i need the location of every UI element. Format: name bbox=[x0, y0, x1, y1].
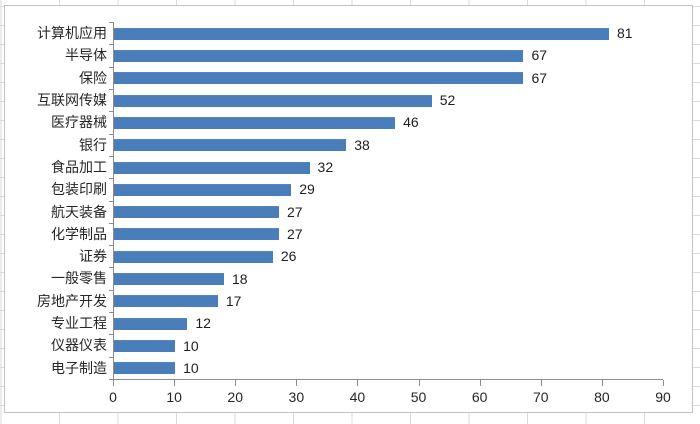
bar-value-label: 38 bbox=[354, 136, 370, 153]
category-axis-tick bbox=[109, 245, 114, 246]
category-label: 电子制造 bbox=[51, 359, 107, 376]
category-label: 计算机应用 bbox=[37, 25, 107, 41]
bar-value-label: 10 bbox=[183, 337, 199, 354]
category-label: 航天装备 bbox=[51, 203, 107, 220]
category-label: 医疗器械 bbox=[51, 114, 107, 131]
category-axis-tick bbox=[109, 22, 114, 23]
bar bbox=[114, 139, 347, 152]
value-axis-tick-label: 10 bbox=[166, 389, 182, 405]
bar-value-label: 27 bbox=[287, 225, 303, 242]
value-axis-tick-label: 90 bbox=[655, 389, 671, 405]
value-axis-tick-label: 60 bbox=[471, 389, 488, 405]
bar-value-label: 12 bbox=[195, 315, 211, 332]
category-label: 一般零售 bbox=[51, 270, 107, 287]
bar bbox=[114, 206, 279, 219]
value-axis-tick bbox=[235, 380, 237, 386]
category-label: 化学制品 bbox=[51, 225, 107, 242]
bar bbox=[114, 295, 218, 308]
category-axis-tick bbox=[109, 267, 114, 268]
value-axis-tick bbox=[357, 380, 359, 386]
value-axis-tick-label: 70 bbox=[532, 389, 549, 405]
value-axis-tick bbox=[479, 380, 481, 386]
value-axis-tick bbox=[663, 380, 664, 386]
category-label: 保险 bbox=[79, 69, 107, 86]
bar-value-label: 67 bbox=[531, 69, 548, 86]
category-axis-tick bbox=[109, 156, 114, 157]
category-label: 证券 bbox=[79, 248, 107, 265]
value-axis-tick bbox=[601, 380, 603, 386]
category-axis-tick bbox=[109, 357, 114, 358]
bar-value-label: 52 bbox=[439, 92, 456, 109]
bar-value-label: 32 bbox=[317, 159, 334, 176]
bar bbox=[114, 273, 224, 286]
category-axis-tick bbox=[109, 312, 114, 313]
category-axis-tick bbox=[109, 44, 114, 45]
bar bbox=[114, 183, 292, 196]
category-axis-tick bbox=[109, 111, 114, 112]
bar-value-label: 26 bbox=[280, 248, 297, 265]
value-axis-tick-label: 30 bbox=[288, 389, 305, 405]
bar-value-label: 27 bbox=[287, 203, 303, 220]
category-axis-tick bbox=[109, 178, 114, 179]
category-label: 仪器仪表 bbox=[51, 337, 107, 354]
bar bbox=[114, 161, 310, 174]
bar-value-label: 67 bbox=[531, 47, 548, 64]
category-label: 半导体 bbox=[65, 47, 107, 64]
value-axis-tick bbox=[174, 380, 176, 386]
bar-value-label: 46 bbox=[403, 114, 419, 131]
category-label: 专业工程 bbox=[51, 315, 107, 332]
bar-value-label: 18 bbox=[232, 270, 248, 287]
bar-value-label: 81 bbox=[617, 25, 633, 42]
value-axis-tick-label: 20 bbox=[227, 389, 244, 405]
value-axis-tick-label: 0 bbox=[109, 389, 117, 405]
value-axis-tick bbox=[296, 380, 298, 386]
bar bbox=[114, 250, 273, 263]
value-axis-tick bbox=[113, 380, 114, 386]
bar bbox=[114, 49, 524, 62]
bar bbox=[114, 72, 524, 85]
category-label: 银行 bbox=[79, 136, 107, 153]
bar bbox=[114, 27, 609, 40]
value-axis-tick bbox=[418, 380, 420, 386]
bar bbox=[114, 228, 279, 241]
value-axis-tick-label: 40 bbox=[349, 389, 366, 405]
bar-value-label: 17 bbox=[225, 292, 242, 309]
category-label: 房地产开发 bbox=[37, 292, 107, 309]
plot-area: 计算机应用 81 半导体 67 保险 67 互联网传媒 52 医疗器械 46 银行 38 食品加工 32 包… bbox=[5, 6, 692, 412]
bar bbox=[114, 116, 396, 129]
bar bbox=[114, 362, 176, 375]
category-axis-tick bbox=[109, 67, 114, 68]
bar bbox=[114, 340, 176, 353]
category-axis-tick bbox=[109, 290, 114, 291]
bar bbox=[114, 94, 432, 107]
category-label: 食品加工 bbox=[51, 158, 107, 175]
bar-chart[interactable]: 计算机应用 81 半导体 67 保险 67 互联网传媒 52 医疗器械 46 银行 38 食品加工 32 包… bbox=[4, 5, 693, 413]
category-axis-tick bbox=[109, 201, 114, 202]
bar-value-label: 10 bbox=[183, 359, 199, 376]
category-label: 包装印刷 bbox=[51, 181, 107, 198]
value-axis-line bbox=[113, 379, 663, 380]
value-axis-tick-label: 80 bbox=[594, 389, 610, 405]
bar-value-label: 29 bbox=[299, 181, 315, 198]
value-axis-tick bbox=[540, 380, 542, 386]
category-label: 互联网传媒 bbox=[37, 91, 107, 108]
category-axis-tick bbox=[109, 89, 114, 90]
category-axis-tick bbox=[109, 134, 114, 135]
category-axis-tick bbox=[109, 379, 114, 380]
category-axis-tick bbox=[109, 334, 114, 335]
category-axis-tick bbox=[109, 223, 114, 224]
value-axis-tick-label: 50 bbox=[410, 389, 427, 405]
bar bbox=[114, 317, 188, 330]
